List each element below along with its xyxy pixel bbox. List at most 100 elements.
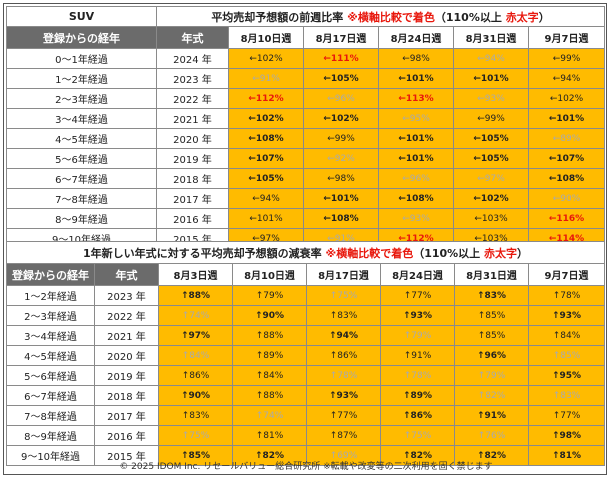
table-row: 2～3年経過 2022 年 ↑74% ↑90% ↑83% ↑93% ↑85% ↑93%	[6, 305, 606, 326]
header-age: 登録からの経年	[6, 263, 95, 286]
value-cell: ↑95%	[527, 365, 606, 386]
model-year-label: 2020 年	[156, 128, 229, 149]
value-cell: ←93%	[453, 88, 529, 109]
table-row: 0～1年経過 2024 年 ←102% ←111% ←98% ←94% ←99%	[6, 48, 605, 69]
value-cell: ↑74%	[158, 305, 233, 326]
value-cell: ↑77%	[380, 285, 455, 306]
value-cell: ↑89%	[380, 385, 455, 406]
value-cell: ↑75%	[158, 425, 233, 446]
table-row: 7～8年経過 2017 年 ←94% ←101% ←108% ←102% ←90%	[6, 188, 605, 209]
age-label: 3～4年経過	[6, 108, 157, 129]
table-row: 2～3年経過 2022 年 ←112% ←96% ←113% ←93% ←102%	[6, 88, 605, 109]
table-row: 4～5年経過 2020 年 ↑84% ↑89% ↑86% ↑91% ↑96% ↑85%	[6, 345, 606, 366]
value-cell: ←108%	[303, 208, 379, 229]
section2-title-suffix: （110%以上	[413, 246, 481, 260]
value-cell: ↑84%	[232, 365, 307, 386]
value-cell: ←101%	[378, 128, 454, 149]
value-cell: ←101%	[453, 68, 529, 89]
value-cell: ↑87%	[306, 425, 381, 446]
value-cell: ↑93%	[380, 305, 455, 326]
value-cell: ↑91%	[380, 345, 455, 366]
value-cell: ←102%	[228, 48, 304, 69]
value-cell: ↑75%	[380, 425, 455, 446]
table-row: 3～4年経過 2021 年 ←102% ←102% ←95% ←99% ←101%	[6, 108, 605, 129]
value-cell: ↑86%	[306, 345, 381, 366]
model-year-label: 2023 年	[94, 285, 159, 306]
value-cell: ←98%	[378, 48, 454, 69]
section1-title-red: 赤太字	[505, 10, 539, 24]
value-cell: ←98%	[303, 168, 379, 189]
column-header: 8月10日週	[232, 263, 307, 286]
model-year-label: 2020 年	[94, 345, 159, 366]
age-label: 8～9年経過	[6, 425, 95, 446]
value-cell: ←101%	[303, 188, 379, 209]
section1-title-close: ）	[538, 10, 550, 24]
value-cell: ↑96%	[454, 345, 529, 366]
table-row: 8～9年経過 2016 年 ←101% ←108% ←93% ←103% ←116%	[6, 208, 605, 229]
value-cell: ←101%	[528, 108, 605, 129]
header-age: 登録からの経年	[6, 26, 157, 49]
value-cell: ↑82%	[454, 445, 529, 466]
age-label: 7～8年経過	[6, 188, 157, 209]
age-label: 1～2年経過	[6, 285, 95, 306]
value-cell: ←96%	[303, 88, 379, 109]
value-cell: ↑79%	[232, 285, 307, 306]
value-cell: ←102%	[528, 88, 605, 109]
column-header: 9月7日週	[528, 26, 605, 49]
value-cell: ↑83%	[527, 385, 606, 406]
model-year-label: 2021 年	[94, 325, 159, 346]
value-cell: ↑77%	[527, 405, 606, 426]
value-cell: ←97%	[453, 168, 529, 189]
value-cell: ↑81%	[527, 445, 606, 466]
column-header: 8月31日週	[453, 26, 529, 49]
model-year-label: 2022 年	[94, 305, 159, 326]
table-row: 8～9年経過 2016 年 ↑75% ↑81% ↑87% ↑75% ↑76% ↑98%	[6, 425, 606, 446]
value-cell: ←103%	[453, 208, 529, 229]
value-cell: ↑79%	[454, 365, 529, 386]
model-year-label: 2023 年	[156, 68, 229, 89]
value-cell: ←107%	[528, 148, 605, 169]
model-year-label: 2016 年	[94, 425, 159, 446]
value-cell: ↑76%	[454, 425, 529, 446]
value-cell: ←107%	[228, 148, 304, 169]
value-cell: ↑77%	[306, 405, 381, 426]
value-cell: ←102%	[228, 108, 304, 129]
value-cell: ←93%	[378, 208, 454, 229]
age-label: 5～6年経過	[6, 148, 157, 169]
value-cell: ↑89%	[232, 345, 307, 366]
value-cell: ↑91%	[454, 405, 529, 426]
value-cell: ↑83%	[306, 305, 381, 326]
column-header: 8月17日週	[303, 26, 379, 49]
model-year-label: 2024 年	[156, 48, 229, 69]
weekly-ratio-table: SUV 平均売却予想額の前週比率 ※横軸比較で着色（110%以上 赤太字） 登録…	[6, 6, 605, 249]
section2-title-note: ※横軸比較で着色	[325, 246, 414, 260]
value-cell: ←108%	[378, 188, 454, 209]
section1-title-note: ※横軸比較で着色	[347, 10, 435, 24]
value-cell: ↑78%	[306, 365, 381, 386]
value-cell: ↑85%	[454, 305, 529, 326]
model-year-label: 2022 年	[156, 88, 229, 109]
value-cell: ↑75%	[306, 285, 381, 306]
value-cell: ←105%	[228, 168, 304, 189]
table-row: 3～4年経過 2021 年 ↑97% ↑88% ↑94% ↑79% ↑85% ↑84%	[6, 325, 606, 346]
value-cell: ↑88%	[158, 285, 233, 306]
value-cell: ←108%	[528, 168, 605, 189]
table-row: 1～2年経過 2023 年 ↑88% ↑79% ↑75% ↑77% ↑83% ↑78%	[6, 285, 606, 306]
value-cell: ←94%	[228, 188, 304, 209]
value-cell: ←112%	[228, 88, 304, 109]
value-cell: ←108%	[228, 128, 304, 149]
value-cell: ↑78%	[527, 285, 606, 306]
age-label: 8～9年経過	[6, 208, 157, 229]
header-year: 年式	[156, 26, 229, 49]
value-cell: ←91%	[228, 68, 304, 89]
age-label: 6～7年経過	[6, 168, 157, 189]
value-cell: ↑83%	[158, 405, 233, 426]
section2-title: 1年新しい年式に対する平均売却予想額の減衰率 ※横軸比較で着色（110%以上 赤…	[5, 241, 606, 264]
section2-title-close: ）	[517, 246, 529, 260]
value-cell: ↑94%	[306, 325, 381, 346]
value-cell: ↑78%	[380, 365, 455, 386]
table-row: 5～6年経過 2019 年 ←107% ←92% ←101% ←105% ←107%	[6, 148, 605, 169]
section1-title-suffix: （110%以上	[434, 10, 502, 24]
value-cell: ←94%	[528, 68, 605, 89]
age-label: 4～5年経過	[6, 128, 157, 149]
